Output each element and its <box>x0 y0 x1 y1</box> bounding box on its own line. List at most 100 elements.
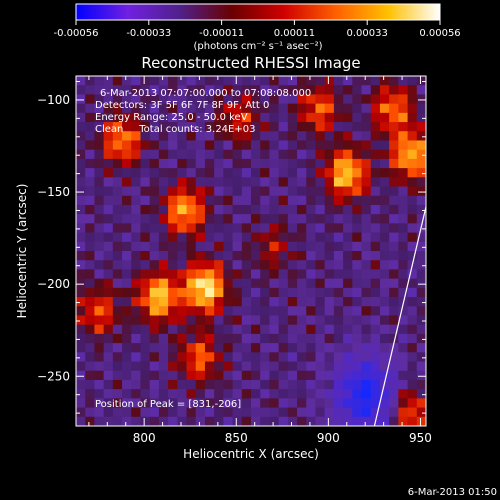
heatmap-cell <box>168 195 178 206</box>
heatmap-cell <box>352 177 362 187</box>
heatmap-cell <box>122 149 132 160</box>
heatmap-cell <box>287 269 298 280</box>
heatmap-cell <box>76 186 86 197</box>
heatmap-cell <box>297 278 307 289</box>
heatmap-cell <box>140 352 151 362</box>
heatmap-cell <box>343 112 353 123</box>
heatmap-cell <box>112 112 123 123</box>
heatmap-cell <box>333 94 344 105</box>
heatmap-cell <box>370 103 381 114</box>
heatmap-cell <box>112 370 123 381</box>
heatmap-cell <box>122 407 132 418</box>
heatmap-cell <box>232 140 243 151</box>
heatmap-cell <box>76 407 86 418</box>
heatmap-cell <box>287 149 298 160</box>
heatmap-cell <box>140 122 151 132</box>
heatmap-cell <box>361 361 372 372</box>
heatmap-cell <box>398 416 408 426</box>
heatmap-cell <box>324 103 335 114</box>
heatmap-cell <box>122 287 132 298</box>
heatmap-cell <box>251 269 261 280</box>
heatmap-cell <box>241 324 252 335</box>
heatmap-cell <box>287 158 298 169</box>
heatmap-cell <box>186 103 197 114</box>
heatmap-cell <box>149 370 160 381</box>
heatmap-cell <box>379 389 390 399</box>
heatmap-cell <box>278 287 289 298</box>
heatmap-cell <box>343 324 353 335</box>
heatmap-cell <box>168 223 178 233</box>
heatmap-cell <box>398 315 408 326</box>
heatmap-cell <box>306 223 316 233</box>
heatmap-cell <box>140 158 151 169</box>
heatmap-cell <box>140 297 151 307</box>
colorbar: -0.00056 -0.00033 -0.00011 0.00011 0.00033 0.… <box>54 3 461 52</box>
heatmap-cell <box>186 379 197 390</box>
heatmap-cell <box>398 149 408 160</box>
heatmap-cell <box>306 204 316 215</box>
heatmap-cell <box>103 122 114 132</box>
heatmap-cell <box>278 122 289 132</box>
heatmap-cell <box>112 186 123 197</box>
heatmap-cell <box>232 306 243 316</box>
heatmap-cell <box>177 76 187 86</box>
heatmap-cell <box>297 232 307 243</box>
heatmap-cell <box>76 315 86 326</box>
heatmap-cell <box>278 297 289 307</box>
heatmap-cell <box>158 158 169 169</box>
heatmap-cell <box>370 149 381 160</box>
heatmap-cell <box>398 223 408 233</box>
heatmap-cell <box>122 103 132 114</box>
heatmap-cell <box>343 306 353 316</box>
heatmap-cell <box>158 85 169 95</box>
heatmap-cell <box>204 94 215 105</box>
heatmap-cell <box>297 343 307 353</box>
heatmap-cell <box>379 158 390 169</box>
heatmap-cell <box>195 131 206 141</box>
heatmap-cell <box>370 204 381 215</box>
heatmap-cell <box>315 112 326 123</box>
heatmap-cell <box>278 131 289 141</box>
heatmap-cell <box>186 241 197 252</box>
heatmap-cell <box>94 85 105 95</box>
heatmap-cell <box>416 186 426 197</box>
heatmap-cell <box>287 306 298 316</box>
heatmap-cell <box>416 204 426 215</box>
heatmap-cell <box>269 223 280 233</box>
heatmap-cell <box>416 149 426 160</box>
heatmap-cell <box>269 324 280 335</box>
heatmap-cell <box>94 333 105 344</box>
heatmap-cell <box>297 204 307 215</box>
heatmap-cell <box>251 140 261 151</box>
heatmap-cell <box>361 149 372 160</box>
heatmap-cell <box>158 297 169 307</box>
heatmap-cell <box>352 389 362 399</box>
heatmap-cell <box>168 333 178 344</box>
heatmap-cell <box>370 269 381 280</box>
heatmap-cell <box>131 149 141 160</box>
heatmap-cell <box>389 343 399 353</box>
heatmap-cell <box>287 85 298 95</box>
heatmap-cell <box>343 370 353 381</box>
heatmap-cell <box>269 177 280 187</box>
heatmap-cell <box>122 352 132 362</box>
heatmap-cell <box>315 149 326 160</box>
heatmap-cell <box>103 168 114 178</box>
heatmap-cell <box>149 352 160 362</box>
heatmap-cell <box>232 287 243 298</box>
heatmap-cell <box>269 186 280 197</box>
heatmap-cell <box>370 333 381 344</box>
heatmap-cell <box>223 149 233 160</box>
heatmap-cell <box>361 407 372 418</box>
heatmap-cell <box>158 204 169 215</box>
heatmap-cell <box>94 223 105 233</box>
heatmap-cell <box>278 103 289 114</box>
heatmap-cell <box>343 85 353 95</box>
heatmap-cell <box>214 131 224 141</box>
heatmap-cell <box>278 370 289 381</box>
heatmap-cell <box>177 112 187 123</box>
heatmap-cell <box>278 278 289 289</box>
heatmap-cell <box>158 251 169 261</box>
heatmap-cell <box>251 260 261 270</box>
heatmap-cell <box>214 324 224 335</box>
